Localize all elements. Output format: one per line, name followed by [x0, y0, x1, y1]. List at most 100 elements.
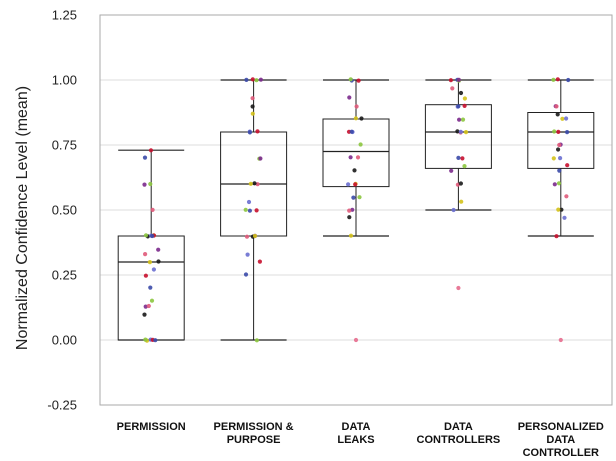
data-point — [153, 338, 158, 343]
x-category-label: CONTROLLERS — [417, 434, 501, 446]
data-point — [552, 129, 557, 134]
x-category-label: PERSONALIZED — [518, 421, 604, 433]
data-point — [151, 267, 156, 272]
x-category-label: CONTROLLER — [523, 447, 599, 459]
data-point — [243, 272, 249, 277]
data-point — [246, 199, 252, 205]
data-point — [458, 90, 464, 96]
data-point — [556, 147, 561, 152]
data-point — [358, 142, 363, 147]
data-point — [451, 207, 456, 213]
data-point — [556, 129, 561, 134]
x-category-label: DATA — [546, 434, 575, 446]
data-point — [254, 338, 259, 343]
data-point — [347, 208, 352, 213]
data-point — [250, 77, 255, 82]
data-point — [156, 247, 161, 252]
x-category-label: PERMISSION — [117, 421, 186, 433]
data-point — [142, 155, 148, 160]
data-point — [555, 112, 560, 117]
y-tick-label: -0.25 — [47, 398, 77, 413]
data-point — [250, 96, 255, 101]
x-category-label: PURPOSE — [227, 434, 281, 446]
data-point — [551, 156, 556, 161]
data-point — [557, 142, 562, 148]
data-point — [457, 117, 462, 122]
data-point — [258, 77, 263, 82]
data-point — [148, 148, 154, 153]
data-point — [348, 155, 353, 160]
data-point — [148, 285, 153, 290]
y-tick-label: 1.00 — [52, 73, 77, 88]
data-point — [359, 116, 364, 121]
data-point — [143, 252, 148, 257]
data-point — [255, 129, 260, 134]
data-point — [462, 103, 467, 108]
data-point — [462, 96, 467, 101]
y-tick-label: 1.25 — [52, 8, 77, 23]
data-point — [248, 181, 253, 186]
data-point — [146, 303, 151, 309]
data-point — [254, 208, 259, 213]
y-tick-label: 0.00 — [52, 333, 77, 348]
data-point — [554, 104, 559, 109]
data-point — [449, 168, 454, 173]
data-point — [450, 86, 455, 91]
data-point — [554, 234, 559, 239]
data-point — [347, 215, 352, 220]
data-point — [460, 156, 465, 161]
data-point — [244, 77, 249, 82]
data-point — [564, 116, 569, 121]
data-point — [252, 233, 258, 239]
data-point — [351, 195, 356, 200]
data-point — [142, 312, 147, 317]
data-point — [460, 117, 466, 122]
data-point — [243, 207, 248, 212]
outlier-point — [353, 337, 359, 343]
data-point — [250, 111, 255, 116]
data-point — [150, 207, 155, 212]
data-point — [347, 95, 352, 100]
data-point — [353, 182, 358, 187]
x-category-label: DATA — [342, 421, 371, 433]
data-point — [356, 78, 361, 83]
x-category-label: PERMISSION & — [214, 421, 294, 433]
axis-labels: -0.25 0.00 0.25 0.50 0.75 1.00 1.25 PERMISSION P… — [47, 8, 604, 460]
data-point — [456, 77, 461, 82]
jitter-points — [142, 77, 571, 343]
data-point — [448, 78, 453, 83]
data-point — [560, 116, 565, 121]
data-point — [354, 104, 359, 109]
data-point — [254, 78, 259, 83]
data-point — [556, 207, 561, 212]
data-point — [143, 273, 148, 278]
data-point — [557, 168, 562, 173]
data-point — [565, 163, 570, 168]
data-point — [455, 129, 460, 134]
box — [322, 118, 390, 188]
data-point — [556, 181, 562, 186]
data-point — [250, 104, 255, 109]
data-point — [566, 77, 571, 83]
data-point — [357, 195, 362, 200]
y-tick-label: 0.25 — [52, 268, 77, 283]
data-point — [252, 181, 257, 186]
data-point — [244, 234, 250, 239]
data-point — [156, 259, 161, 264]
box — [527, 112, 595, 169]
data-point — [552, 182, 557, 187]
data-point — [551, 77, 556, 82]
data-point — [558, 156, 563, 161]
data-point — [247, 130, 252, 135]
data-point — [245, 252, 250, 257]
x-category-label: DATA — [444, 421, 473, 433]
data-point — [458, 129, 463, 134]
data-point — [355, 155, 361, 160]
data-point — [352, 168, 357, 173]
data-point — [456, 104, 461, 109]
y-tick-label: 0.50 — [52, 203, 77, 218]
data-point — [148, 181, 153, 187]
plot-frame — [99, 14, 613, 406]
data-point — [463, 130, 469, 135]
